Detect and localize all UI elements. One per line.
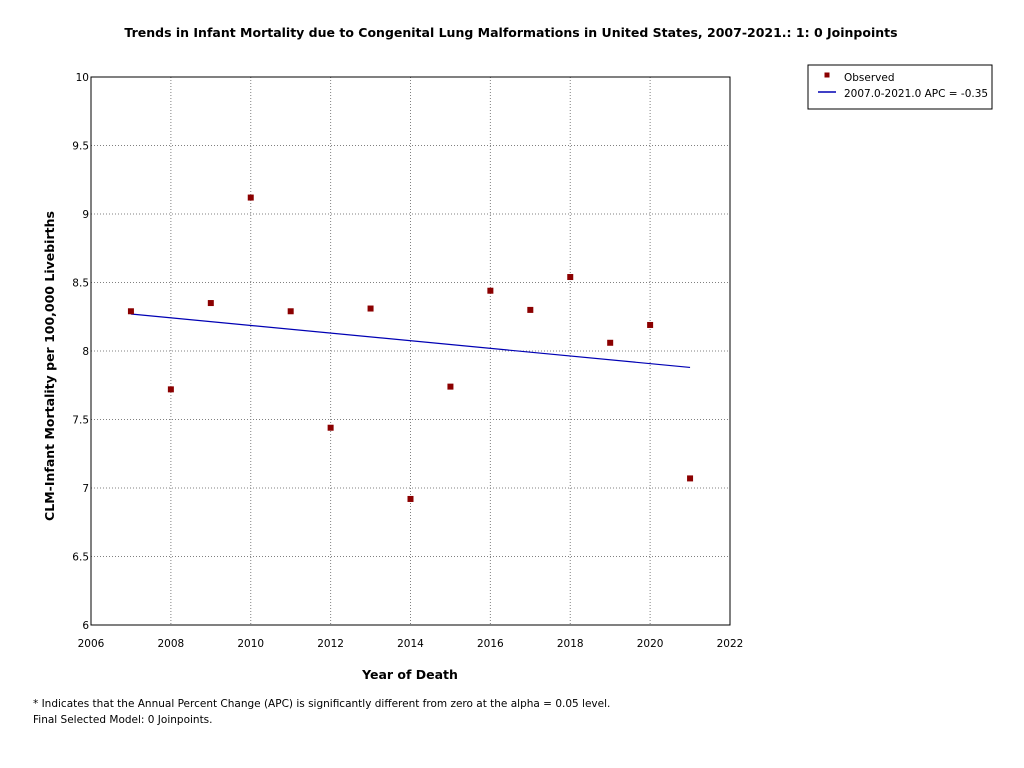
legend-box (807, 64, 993, 110)
legend: Observed 2007.0-2021.0 APC = -0.35 (807, 64, 993, 110)
x-tick-label: 2022 (717, 638, 744, 650)
observed-point (567, 274, 574, 281)
observed-point (527, 306, 534, 313)
observed-point (167, 386, 174, 393)
x-axis-title: Year of Death (361, 667, 458, 682)
observed-point (647, 321, 654, 328)
y-tick-label: 7 (82, 483, 89, 495)
y-tick-label: 9 (82, 209, 89, 221)
observed-point (127, 308, 134, 315)
footnote-apc-significance: * Indicates that the Annual Percent Chan… (33, 698, 611, 710)
legend-fit-line-label: 2007.0-2021.0 APC = -0.35 (844, 88, 988, 100)
x-tick-label: 2010 (237, 638, 264, 650)
grid-layer (91, 77, 730, 625)
y-axis-title: CLM-Infant Mortality per 100,000 Livebir… (42, 211, 57, 521)
observed-point (287, 308, 294, 315)
observed-point (207, 300, 214, 307)
x-tick-label: 2012 (317, 638, 344, 650)
y-tick-label: 10 (76, 72, 89, 84)
x-tick-label: 2016 (477, 638, 504, 650)
plot-frame (90, 76, 731, 626)
observed-point (487, 287, 494, 294)
fit-line-layer (130, 313, 691, 369)
y-tick-label: 8.5 (72, 278, 89, 290)
observed-point (367, 305, 374, 312)
observed-point (327, 424, 334, 431)
y-tick-label: 6 (82, 620, 89, 632)
x-tick-label: 2020 (637, 638, 664, 650)
apc-fit-line (130, 313, 691, 369)
y-tick-labels: 6 6.5 7 7.5 8 8.5 9 9.5 10 (72, 72, 89, 632)
chart-title: Trends in Infant Mortality due to Congen… (124, 25, 897, 40)
x-tick-label: 2008 (158, 638, 185, 650)
x-tick-label: 2018 (557, 638, 584, 650)
observed-point (447, 383, 454, 390)
y-tick-label: 9.5 (72, 141, 89, 153)
x-tick-label: 2014 (397, 638, 424, 650)
legend-observed-label: Observed (844, 72, 895, 84)
observed-point (687, 475, 694, 482)
observed-points-layer (127, 194, 694, 502)
x-tick-label: 2006 (78, 638, 105, 650)
x-tick-labels: 2006 2008 2010 2012 2014 2016 2018 2020 2022 (78, 638, 744, 650)
y-tick-label: 7.5 (72, 415, 89, 427)
y-tick-label: 6.5 (72, 552, 89, 564)
observed-point (407, 495, 414, 502)
y-tick-label: 8 (82, 346, 89, 358)
footnote-final-model: Final Selected Model: 0 Joinpoints. (33, 714, 213, 726)
legend-observed-marker (824, 72, 830, 78)
observed-point (247, 194, 254, 201)
observed-point (607, 339, 614, 346)
